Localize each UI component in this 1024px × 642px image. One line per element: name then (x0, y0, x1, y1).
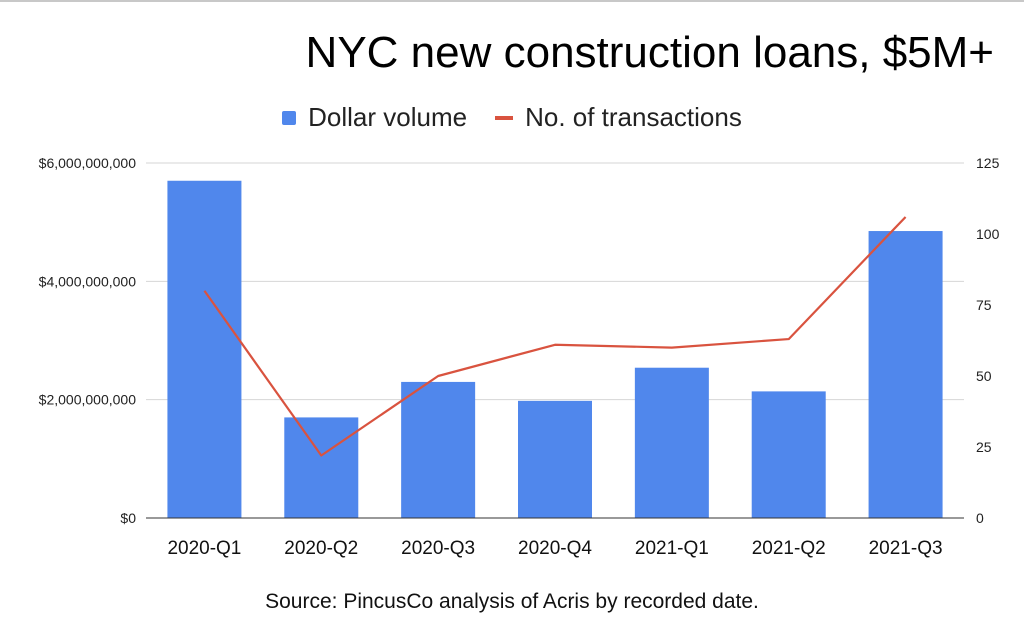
x-tick-label: 2021-Q2 (752, 538, 826, 559)
y-right-tick-label: 125 (976, 155, 1000, 171)
legend-swatch-line (495, 115, 514, 120)
y-right-tick-label: 50 (976, 368, 992, 384)
bar (868, 231, 943, 518)
bar (751, 391, 826, 518)
legend-item-transactions: No. of transactions (495, 102, 742, 133)
y-left-tick-label: $2,000,000,000 (39, 392, 137, 408)
y-left-tick-label: $0 (120, 510, 136, 526)
legend-swatch-bar (282, 110, 297, 125)
x-tick-label: 2020-Q2 (284, 538, 358, 559)
bar (401, 381, 476, 518)
bar (518, 400, 592, 518)
y-right-tick-label: 0 (976, 510, 984, 526)
legend-label-dollar-volume: Dollar volume (308, 102, 468, 132)
legend: Dollar volume No. of transactions (0, 102, 1024, 133)
source-note: Source: PincusCo analysis of Acris by re… (265, 590, 759, 613)
y-left-tick-label: $4,000,000,000 (39, 273, 137, 289)
x-tick-label: 2020-Q4 (518, 538, 592, 559)
x-tick-label: 2020-Q3 (401, 538, 475, 559)
bar (167, 180, 242, 518)
y-right-tick-label: 75 (976, 297, 992, 313)
y-left-tick-label: $6,000,000,000 (39, 155, 137, 171)
x-tick-label: 2020-Q1 (167, 538, 241, 559)
legend-label-transactions: No. of transactions (525, 102, 742, 132)
bar (634, 367, 709, 518)
top-border (0, 0, 1024, 2)
chart-title: NYC new construction loans, $5M+ (305, 28, 994, 77)
bar (284, 417, 359, 518)
legend-item-dollar-volume: Dollar volume (282, 102, 467, 133)
y-right-tick-label: 25 (976, 439, 992, 455)
x-tick-label: 2021-Q3 (869, 538, 943, 559)
x-tick-label: 2021-Q1 (635, 538, 709, 559)
y-right-tick-label: 100 (976, 226, 1000, 242)
